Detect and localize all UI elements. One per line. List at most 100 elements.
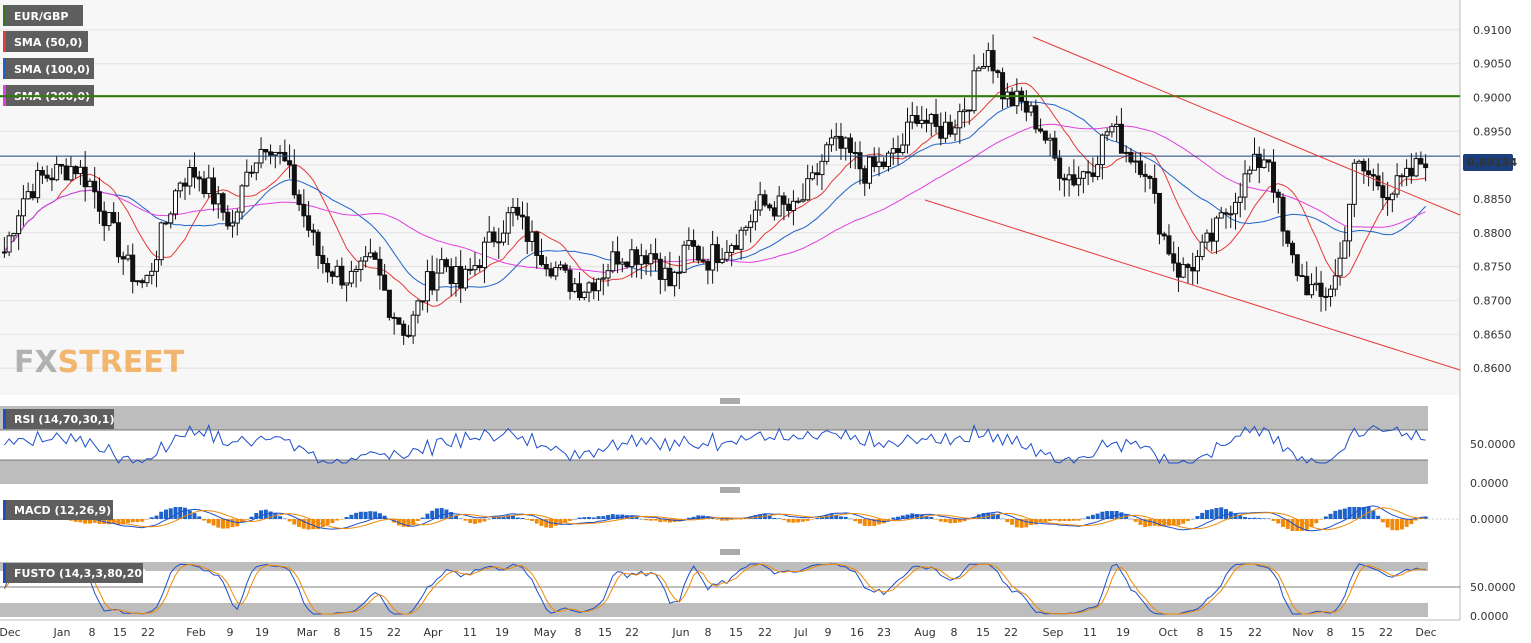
macd-bar xyxy=(1395,519,1400,531)
candle-body xyxy=(1,251,7,254)
candle-body xyxy=(695,245,701,261)
candle-body xyxy=(995,70,1001,74)
macd-bar xyxy=(425,513,430,519)
price-tick-label: 0.8800 xyxy=(1473,227,1512,240)
macd-bar xyxy=(1010,519,1015,525)
candle-body xyxy=(943,121,949,139)
candle-body xyxy=(1223,212,1229,215)
candle-body xyxy=(1242,173,1248,198)
candle-body xyxy=(981,65,987,69)
macd-bar xyxy=(368,511,373,519)
macd-bar xyxy=(430,510,435,519)
legend-instrument[interactable]: EUR/GBP xyxy=(3,5,83,26)
candle-body xyxy=(1171,253,1177,264)
macd-bar xyxy=(639,518,644,520)
candle-body xyxy=(11,233,17,237)
candle-body xyxy=(1342,240,1348,259)
panel-splitter[interactable] xyxy=(720,398,740,404)
candle-body xyxy=(149,270,155,276)
macd-bar xyxy=(216,519,221,528)
time-tick-label: 22 xyxy=(1004,626,1018,639)
macd-bar xyxy=(178,507,183,519)
candle-body xyxy=(1337,257,1343,277)
macd-bar xyxy=(434,508,439,519)
macd-bar xyxy=(192,513,197,519)
time-tick-label: 19 xyxy=(1116,626,1130,639)
macd-bar xyxy=(876,519,881,525)
macd-bar xyxy=(991,513,996,519)
macd-bar xyxy=(211,519,216,526)
macd-bar xyxy=(772,517,777,519)
macd-bar xyxy=(1347,507,1352,519)
candle-body xyxy=(676,271,682,274)
candle-body xyxy=(1128,151,1134,163)
macd-bar xyxy=(1361,507,1366,519)
macd-bar xyxy=(339,519,344,520)
time-tick-label: Nov xyxy=(1292,626,1314,639)
macd-bar xyxy=(848,518,853,520)
candle-body xyxy=(1071,174,1077,186)
candle-body xyxy=(1066,174,1072,181)
candle-body xyxy=(1109,125,1115,133)
candle-body xyxy=(510,206,516,214)
current-price-value: 0.89134 xyxy=(1467,156,1517,169)
legend-sma-100[interactable]: SMA (100,0) xyxy=(3,58,94,79)
candle-body xyxy=(743,226,749,231)
candle-body xyxy=(591,282,597,292)
macd-bar xyxy=(943,519,948,523)
candle-body xyxy=(1185,264,1191,268)
candle-body xyxy=(401,323,407,336)
macd-bar xyxy=(477,519,482,523)
candle-body xyxy=(1161,233,1167,237)
time-tick-label: 15 xyxy=(598,626,612,639)
candle-body xyxy=(714,244,720,264)
candle-body xyxy=(1166,235,1172,255)
candle-body xyxy=(477,265,483,269)
macd-bar xyxy=(520,517,525,519)
panel-splitter[interactable] xyxy=(720,549,740,555)
macd-bar xyxy=(1057,519,1062,522)
macd-bar xyxy=(206,519,211,524)
price-tick-label: 0.8950 xyxy=(1473,125,1512,138)
macd-bar xyxy=(976,514,981,519)
candle-body xyxy=(539,254,545,266)
macd-bar xyxy=(273,513,278,519)
panel-splitter[interactable] xyxy=(720,487,740,493)
rsi-label: RSI (14,70,30,1) xyxy=(14,413,114,426)
candle-body xyxy=(30,191,36,199)
legend-sma-50[interactable]: SMA (50,0) xyxy=(3,31,88,52)
candle-body xyxy=(372,252,378,260)
candle-body xyxy=(890,148,896,154)
candle-body xyxy=(586,282,592,293)
macd-bar xyxy=(539,519,544,526)
macd-bar xyxy=(268,511,273,519)
upper-trendline[interactable] xyxy=(1032,36,1461,216)
candle-body xyxy=(296,194,302,206)
candle-body xyxy=(786,203,792,212)
time-axis: Dec Jan 8 15 22 Feb 9 19 Mar 8 15 22 Apr 11 19 May 8 15 22… xyxy=(0,619,1460,639)
macd-bar xyxy=(1238,515,1243,519)
candle-body xyxy=(990,50,996,72)
macd-bar xyxy=(786,519,791,523)
macd-bar xyxy=(724,519,729,521)
candle-body xyxy=(833,135,839,139)
lower-trendline[interactable] xyxy=(924,199,1461,371)
candle-body xyxy=(862,168,868,184)
macd-bar xyxy=(335,519,340,521)
candle-body xyxy=(1266,159,1272,163)
candle-body xyxy=(211,177,217,205)
candle-body xyxy=(686,240,692,246)
macd-bar xyxy=(1252,517,1257,519)
candle-body xyxy=(500,232,506,243)
macd-bar xyxy=(981,513,986,519)
price-tick-label: 0.8700 xyxy=(1473,294,1512,307)
macd-bar xyxy=(249,516,254,519)
time-tick-label: 15 xyxy=(1351,626,1365,639)
macd-bar xyxy=(1281,519,1286,527)
macd-bar xyxy=(135,519,140,523)
macd-bar xyxy=(915,514,920,519)
candle-body xyxy=(605,270,611,279)
macd-bar xyxy=(354,512,359,519)
candle-body xyxy=(49,177,55,181)
macd-bar xyxy=(1266,518,1271,520)
